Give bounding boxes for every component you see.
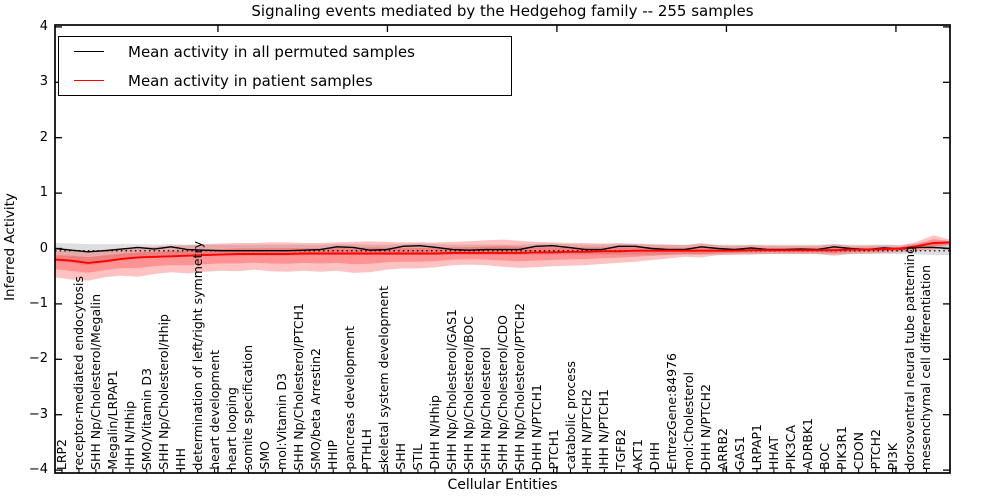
- patient-inner-band: [55, 239, 950, 273]
- y-tick-label: −4: [28, 462, 48, 478]
- x-category-label: HHAT: [766, 435, 782, 470]
- x-category-label: ADRBK1: [799, 418, 815, 470]
- x-category-label: CDON: [850, 432, 866, 470]
- x-category-label: IHH N/Hhip: [121, 401, 137, 470]
- y-tick-label: 0: [39, 240, 48, 256]
- y-tick-label: −2: [28, 351, 48, 367]
- x-category-label: SHH Np/Cholesterol/PTCH2: [511, 302, 527, 471]
- x-category-label: Megalin/LRPAP1: [104, 370, 120, 470]
- x-category-label: TGFB2: [613, 428, 629, 470]
- x-category-label: PI3K: [884, 442, 900, 470]
- x-category-label: LRPAP1: [749, 423, 765, 470]
- x-category-label: somite specification: [240, 344, 256, 470]
- x-category-label: DHH N/PTCH2: [698, 383, 714, 470]
- x-category-label: LRP2: [54, 438, 70, 470]
- x-category-label: receptor-mediated endocytosis: [71, 275, 87, 470]
- y-tick-label: −3: [28, 406, 48, 422]
- x-category-label: ARRB2: [715, 427, 731, 470]
- black-line-swatch-icon: [74, 51, 104, 52]
- x-category-label: EntrezGene:84976: [664, 353, 680, 470]
- x-category-label: SHH Np/Cholesterol/Hhip: [155, 314, 171, 470]
- legend: Mean activity in all permuted samples Me…: [58, 36, 512, 96]
- x-category-label: PTCH2: [867, 429, 883, 470]
- patient-outer-band: [55, 235, 950, 281]
- legend-item-permuted: Mean activity in all permuted samples: [59, 39, 511, 65]
- x-category-label: heart looping: [223, 386, 239, 470]
- x-category-label: dorsoventral neural tube patterning: [901, 245, 917, 471]
- red-line-swatch-icon: [74, 80, 104, 81]
- x-category-label: skeletal system development: [376, 286, 392, 470]
- x-category-label: SMO/beta Arrestin2: [308, 348, 324, 470]
- x-category-label: SHH Np/Cholesterol/GAS1: [443, 308, 459, 470]
- x-category-label: SMO: [257, 441, 273, 470]
- y-tick-label: 4: [39, 18, 48, 34]
- x-category-label: DHH N/Hhip: [427, 395, 443, 470]
- x-category-label: SMO/Vitamin D3: [138, 367, 154, 470]
- x-category-label: SHH Np/Cholesterol: [477, 347, 493, 470]
- y-tick-label: −1: [28, 295, 48, 311]
- x-category-label: SHH Np/Cholesterol/CDO: [494, 314, 510, 470]
- y-tick-label: 3: [39, 74, 48, 90]
- x-category-label: DHH N/PTCH1: [528, 383, 544, 470]
- x-category-label: pancreas development: [342, 326, 358, 470]
- x-category-label: SHH Np/Cholesterol/BOC: [460, 316, 476, 470]
- x-category-label: PIK3R1: [833, 425, 849, 470]
- x-category-label: HHIP: [325, 439, 341, 470]
- x-category-label: catabolic process: [562, 361, 578, 470]
- x-category-label: AKT1: [630, 438, 646, 470]
- y-tick-label: 1: [39, 185, 48, 201]
- x-category-label: SHH Np/Cholesterol/PTCH1: [291, 302, 307, 471]
- legend-item-patient: Mean activity in patient samples: [59, 68, 511, 94]
- x-category-label: IHH N/PTCH1: [596, 389, 612, 470]
- legend-label-permuted: Mean activity in all permuted samples: [128, 42, 415, 61]
- x-category-label: GAS1: [732, 435, 748, 470]
- patient-mean-line: [54, 241, 951, 264]
- x-category-label: IHH N/PTCH2: [579, 389, 595, 470]
- x-category-label: SHH Np/Cholesterol/Megalin: [88, 294, 104, 470]
- chart-title: Signaling events mediated by the Hedgeho…: [251, 2, 754, 20]
- x-category-label: STIL: [410, 443, 426, 470]
- x-category-label: mol:Cholesterol: [681, 371, 697, 470]
- x-category-label: PIK3CA: [782, 425, 798, 470]
- x-category-label: heart development: [206, 350, 222, 470]
- x-category-label: PTHLH: [359, 429, 375, 470]
- x-category-label: IHH: [172, 447, 188, 471]
- x-category-label: determination of left/right symmetry: [189, 240, 205, 471]
- y-tick-label: 2: [39, 129, 48, 145]
- x-category-label: BOC: [816, 443, 832, 470]
- x-axis-label: Cellular Entities: [447, 477, 558, 493]
- x-category-label: mesenchymal cell differentiation: [918, 264, 934, 470]
- x-category-label: DHH: [647, 441, 663, 470]
- x-category-label: SHH: [393, 443, 409, 470]
- x-category-label: PTCH1: [545, 429, 561, 470]
- x-category-label: mol:Vitamin D3: [274, 373, 290, 470]
- permuted-mean-line: [54, 244, 951, 253]
- legend-label-patient: Mean activity in patient samples: [128, 71, 373, 90]
